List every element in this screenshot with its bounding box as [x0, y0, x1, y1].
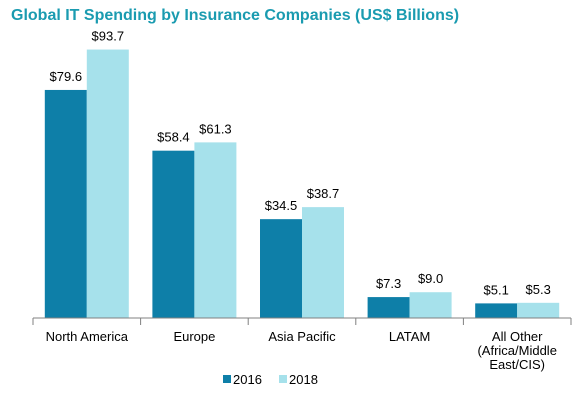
- value-label-asia-pacific-2018: $38.7: [307, 186, 340, 201]
- legend-swatch-2016: [223, 375, 231, 383]
- value-label-all-other-2018: $5.3: [526, 282, 551, 297]
- value-labels-group: $79.6 $93.7 $58.4 $61.3 $34.5 $38.7 $7.3 $9.0 $5…: [50, 29, 551, 298]
- category-label-north-america: North America: [46, 329, 129, 344]
- bar-latam-2018: [409, 292, 452, 318]
- bar-europe-2016: [152, 150, 195, 318]
- value-label-europe-2016: $58.4: [157, 130, 190, 145]
- legend-label-2018: 2018: [289, 372, 318, 387]
- bar-asia-pacific-2018: [302, 207, 344, 318]
- value-label-north-america-2018: $93.7: [92, 29, 125, 44]
- bar-all-other-2016: [475, 303, 518, 318]
- category-label-europe: Europe: [173, 329, 215, 344]
- bar-all-other-2018: [517, 302, 560, 318]
- bar-latam-2016: [367, 297, 410, 318]
- legend-swatch-2018: [279, 375, 287, 383]
- value-label-asia-pacific-2016: $34.5: [265, 198, 298, 213]
- category-label-latam: LATAM: [389, 329, 430, 344]
- bar-asia-pacific-2016: [260, 219, 302, 318]
- value-label-europe-2018: $61.3: [199, 121, 232, 136]
- category-label-all-other: All Other (Africa/Middle East/CIS): [477, 329, 556, 372]
- bar-north-america-2018: [86, 49, 129, 318]
- value-label-latam-2018: $9.0: [418, 271, 443, 286]
- value-label-north-america-2016: $79.6: [50, 69, 83, 84]
- legend: 2016 2018: [223, 372, 318, 387]
- legend-label-2016: 2016: [233, 372, 262, 387]
- chart-title: Global IT Spending by Insurance Companie…: [11, 7, 460, 24]
- bar-north-america-2016: [44, 89, 87, 318]
- bars-group: [44, 49, 560, 318]
- bar-europe-2018: [194, 142, 237, 318]
- value-label-all-other-2016: $5.1: [484, 282, 509, 297]
- category-label-asia-pacific: Asia Pacific: [268, 329, 336, 344]
- value-label-latam-2016: $7.3: [376, 276, 401, 291]
- x-axis: North America Europe Asia Pacific LATAM All …: [32, 317, 572, 372]
